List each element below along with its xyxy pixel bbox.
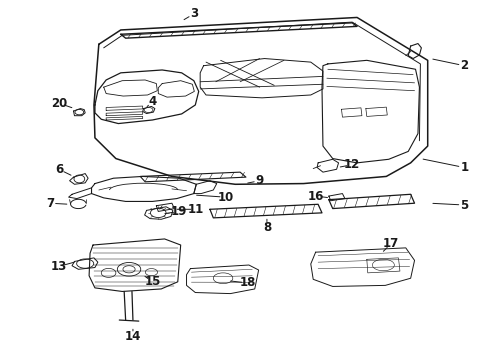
Text: 20: 20 [51,97,67,110]
Text: 10: 10 [218,191,234,204]
Text: 12: 12 [344,158,360,171]
Text: 17: 17 [383,237,399,250]
Text: 14: 14 [125,330,141,343]
Text: 2: 2 [460,59,468,72]
Text: 18: 18 [239,276,256,289]
Text: 9: 9 [255,174,264,187]
Text: 11: 11 [188,203,204,216]
Text: 16: 16 [307,190,324,203]
Text: 19: 19 [171,205,187,218]
Text: 8: 8 [263,221,271,234]
Text: 1: 1 [460,161,468,174]
Text: 3: 3 [190,8,198,21]
Text: 6: 6 [55,163,63,176]
Text: 15: 15 [144,275,161,288]
Text: 7: 7 [46,197,54,210]
Text: 4: 4 [148,95,156,108]
Text: 13: 13 [51,260,67,273]
Text: 5: 5 [460,198,468,212]
